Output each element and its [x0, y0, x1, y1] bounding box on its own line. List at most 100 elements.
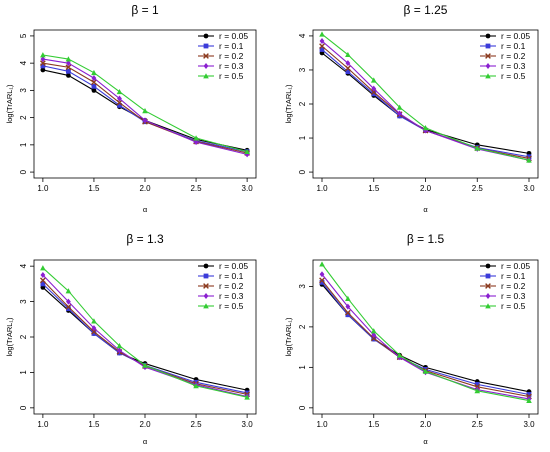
series-4 — [319, 38, 532, 164]
legend-marker — [203, 63, 209, 69]
data-point — [65, 303, 72, 310]
data-point — [396, 352, 403, 358]
x-tick-label: 2.5 — [472, 420, 484, 429]
x-tick-label: 3.0 — [523, 184, 535, 193]
data-point — [66, 298, 71, 305]
data-point — [66, 60, 71, 67]
legend: r = 0.05r = 0.1r = 0.2r = 0.3r = 0.5 — [198, 31, 248, 81]
data-point — [319, 277, 325, 284]
legend-label: r = 0.2 — [501, 51, 526, 61]
x-axis-title: α — [143, 437, 148, 446]
y-tick-label: 0 — [298, 169, 307, 174]
data-point — [65, 64, 72, 71]
data-point — [526, 157, 532, 163]
y-tick-label: 2 — [19, 115, 28, 120]
x-tick-label: 2.0 — [139, 420, 151, 429]
data-point — [66, 68, 71, 74]
legend-marker — [485, 33, 491, 39]
legend-label: r = 0.3 — [501, 291, 526, 301]
data-point — [526, 154, 532, 160]
legend-label: r = 0.1 — [219, 271, 244, 281]
x-tick-label: 1.0 — [37, 420, 49, 429]
data-point — [39, 277, 46, 284]
series-5 — [319, 261, 532, 403]
legend-label: r = 0.1 — [219, 41, 244, 51]
y-tick-label: 3 — [19, 299, 28, 304]
chart-panel-4: β = 1.5 1.0 1.5 2.0 2.5 3.0 0 1 2 3 α log(TrARL₁) r … — [284, 232, 539, 446]
series-line — [321, 263, 530, 402]
legend-marker — [203, 263, 209, 269]
legend-marker — [203, 283, 209, 289]
chart-title: β = 1 — [131, 3, 159, 17]
data-point — [345, 303, 351, 310]
y-tick-label: 3 — [298, 284, 307, 289]
x-tick-label: 2.5 — [190, 420, 202, 429]
data-point — [193, 139, 199, 146]
data-point — [91, 318, 97, 324]
data-point — [117, 347, 122, 354]
x-tick-label: 1.5 — [368, 184, 380, 193]
legend-label: r = 0.3 — [219, 291, 244, 301]
data-point — [345, 295, 351, 301]
x-axis-title: α — [423, 437, 428, 446]
series-3 — [319, 43, 532, 162]
legend-marker — [203, 293, 209, 299]
legend: r = 0.05r = 0.1r = 0.2r = 0.3r = 0.5 — [480, 261, 530, 311]
legend-marker — [485, 43, 491, 49]
series-line — [321, 45, 530, 160]
legend-marker — [485, 73, 491, 79]
y-tick-label: 1 — [19, 142, 28, 147]
x-tick-label: 1.0 — [316, 420, 328, 429]
data-point — [474, 381, 480, 387]
data-point — [371, 85, 377, 92]
data-point — [423, 127, 428, 134]
data-point — [91, 75, 97, 82]
y-axis-title: log(TrARL₁) — [284, 317, 293, 356]
data-point — [40, 63, 46, 69]
legend-marker — [203, 53, 209, 59]
series-line — [321, 282, 530, 396]
data-point — [40, 265, 46, 271]
chart-panel-2: β = 1.25 1.0 1.5 2.0 2.5 3.0 0 1 2 3 4 α log(TrARL₁)… — [284, 3, 539, 214]
data-point — [244, 148, 250, 155]
y-axis-title: log(TrARL₁) — [5, 84, 14, 123]
series-line — [42, 283, 248, 394]
series-line — [42, 274, 248, 398]
data-point — [142, 108, 148, 114]
legend-marker — [485, 263, 491, 269]
x-tick-label: 2.5 — [190, 184, 202, 193]
series-line — [321, 49, 530, 158]
legend-label: r = 0.5 — [501, 301, 526, 311]
series-3 — [319, 277, 532, 400]
data-point — [91, 83, 97, 89]
data-point — [40, 272, 46, 279]
legend-label: r = 0.2 — [219, 51, 244, 61]
data-point — [91, 87, 97, 93]
data-point — [371, 91, 377, 97]
data-point — [370, 328, 377, 334]
data-point — [319, 38, 325, 45]
data-point — [319, 43, 325, 50]
x-axis-title: α — [143, 205, 148, 214]
x-tick-label: 2.0 — [420, 184, 432, 193]
legend-marker — [485, 63, 491, 69]
data-point — [396, 104, 403, 110]
legend-label: r = 0.1 — [501, 271, 526, 281]
legend-label: r = 0.5 — [501, 71, 526, 81]
data-point — [116, 343, 123, 349]
data-point — [40, 67, 46, 73]
x-tick-label: 3.0 — [523, 420, 535, 429]
data-point — [526, 392, 532, 397]
y-tick-label: 2 — [298, 324, 307, 329]
data-point — [474, 388, 481, 394]
data-point — [319, 47, 325, 52]
legend-marker — [485, 273, 491, 279]
series-4 — [319, 271, 532, 402]
legend-marker — [485, 53, 491, 59]
y-axis-title: log(TrARL₁) — [5, 317, 14, 356]
x-tick-label: 1.5 — [368, 420, 380, 429]
series-2 — [319, 47, 532, 160]
data-point — [319, 31, 325, 37]
data-point — [116, 88, 123, 95]
